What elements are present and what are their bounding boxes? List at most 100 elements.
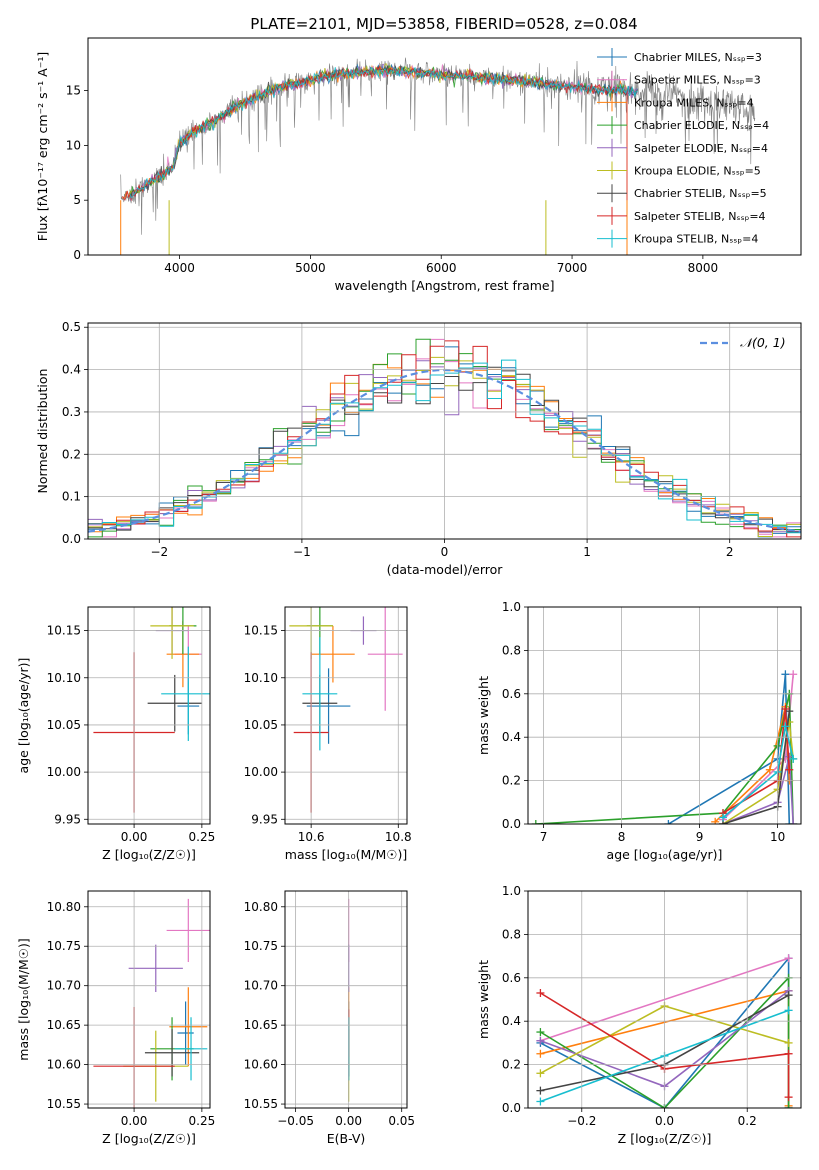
y-tick-label: 1.0 xyxy=(502,884,521,898)
errorbar-point xyxy=(150,607,194,659)
panel-mass_vs_ebv: −0.05 0.00 0.05 10.55 10.60 10.65 10.70 10.75 10… xyxy=(244,890,415,1146)
x-tick-label: 0.00 xyxy=(121,1114,148,1128)
x-tick-label: 0 xyxy=(441,545,449,559)
y-tick-label: 0.1 xyxy=(62,490,81,504)
weight-marker xyxy=(785,765,794,774)
panel-spectrum: 4000 5000 6000 7000 8000 0 5 10 15 wavelength [An… xyxy=(35,37,802,293)
x-axis-label: mass [log₁₀(M/M☉)] xyxy=(285,847,407,862)
legend-entry: Chabrier MILES, Nₛₛₚ=3 xyxy=(597,48,762,66)
legend-label: Chabrier ELODIE, Nₛₛₚ=4 xyxy=(634,119,769,132)
weight-line-chabrier_miles xyxy=(667,674,791,824)
weight-marker xyxy=(784,1093,793,1102)
axes-frame xyxy=(284,890,408,1109)
weight-marker xyxy=(784,1049,793,1058)
weight-marker xyxy=(784,1006,793,1015)
weight-line-salpeter_stelib xyxy=(539,992,790,1098)
x-tick-label: 8 xyxy=(618,830,626,844)
legend-label: Salpeter STELIB, Nₛₛₚ=4 xyxy=(634,210,766,223)
x-tick-label: 0.25 xyxy=(189,1114,216,1128)
weight-line-salpeter_elodie xyxy=(722,756,794,824)
y-tick-label: 10.15 xyxy=(47,624,81,638)
weight-marker xyxy=(536,1049,545,1058)
errorbar-point xyxy=(144,1029,200,1077)
weight-marker xyxy=(785,820,794,824)
x-tick-label: 7000 xyxy=(557,261,588,275)
errorbar-point xyxy=(302,637,338,751)
errorbar-point xyxy=(367,607,403,711)
x-axis-label: wavelength [Angstrom, rest frame] xyxy=(334,278,554,293)
plot-area-spectrum xyxy=(120,57,756,255)
y-tick-label: 0.4 xyxy=(502,730,521,744)
panel-weight_vs_Z: −0.2 0.0 0.2 0.0 0.2 0.4 0.6 0.8 1.0 Z [log₁₀(Z/Z… xyxy=(476,884,802,1146)
y-tick-label: 0.0 xyxy=(502,1101,521,1115)
weight-marker xyxy=(789,670,798,679)
y-tick-label: 10.05 xyxy=(244,718,278,732)
weight-marker xyxy=(536,1036,545,1045)
y-tick-label: 1.0 xyxy=(502,600,521,614)
y-tick-label: 9.95 xyxy=(54,812,81,826)
y-tick-label: 9.95 xyxy=(251,812,278,826)
y-tick-label: 0.0 xyxy=(502,817,521,831)
x-tick-label: −0.05 xyxy=(277,1114,314,1128)
weight-marker xyxy=(536,1069,545,1078)
y-tick-label: 0.2 xyxy=(502,1058,521,1072)
plot-area-age_vs_Z xyxy=(93,607,210,813)
legend-entry: 𝒩(0, 1) xyxy=(700,335,786,350)
weight-marker xyxy=(664,820,673,824)
weight-marker xyxy=(536,1097,545,1106)
legend-label: Kroupa MILES, Nₛₛₚ=4 xyxy=(634,96,754,109)
legend-label: Chabrier MILES, Nₛₛₚ=3 xyxy=(634,51,762,64)
y-tick-label: 10.80 xyxy=(244,900,278,914)
weight-marker xyxy=(711,817,720,824)
y-tick-label: 0 xyxy=(73,248,81,262)
weight-marker xyxy=(765,765,774,774)
legend-label: Chabrier STELIB, Nₛₛₚ=5 xyxy=(634,187,767,200)
y-tick-label: 5 xyxy=(73,193,81,207)
x-tick-label: −2 xyxy=(150,545,168,559)
x-tick-label: 0.0 xyxy=(655,1114,674,1128)
y-axis-label: Flux [fλ10⁻¹⁷ erg cm⁻² s⁻¹ A⁻¹] xyxy=(35,52,50,241)
errorbar-point xyxy=(161,646,210,741)
panel-weight_vs_age: 7 8 9 10 0.0 0.2 0.4 0.6 0.8 1.0 age [log₁₀(age/yr… xyxy=(476,600,802,862)
legend-label: Kroupa ELODIE, Nₛₛₚ=5 xyxy=(634,165,761,178)
y-tick-label: 0.3 xyxy=(62,405,81,419)
legend-label: Salpeter ELODIE, Nₛₛₚ=4 xyxy=(634,142,768,155)
legend-label: Kroupa STELIB, Nₛₛₚ=4 xyxy=(634,233,758,246)
x-axis-label: E(B-V) xyxy=(327,1131,366,1146)
y-tick-label: 0.5 xyxy=(62,320,81,334)
x-axis-label: Z [log₁₀(Z/Z☉)] xyxy=(102,847,196,862)
x-tick-label: 7 xyxy=(540,830,548,844)
y-tick-label: 10.80 xyxy=(47,900,81,914)
x-tick-label: 0.05 xyxy=(388,1114,415,1128)
y-tick-label: 10.15 xyxy=(244,624,278,638)
y-tick-label: 15 xyxy=(66,84,81,98)
weight-marker xyxy=(781,722,790,731)
y-tick-label: 10.60 xyxy=(244,1058,278,1072)
x-tick-label: 0.25 xyxy=(189,830,216,844)
weight-marker xyxy=(789,820,798,824)
errorbar-point xyxy=(128,944,183,993)
y-tick-label: 0.8 xyxy=(502,643,521,657)
x-tick-label: 8000 xyxy=(688,261,719,275)
y-tick-label: 10.00 xyxy=(47,765,81,779)
plot-area-age_vs_mass xyxy=(289,607,403,813)
x-axis-label: Z [log₁₀(Z/Z☉)] xyxy=(618,1131,712,1146)
y-tick-label: 0.2 xyxy=(502,774,521,788)
y-tick-label: 10.70 xyxy=(244,979,278,993)
y-axis-label: mass weight xyxy=(476,960,491,1039)
x-tick-label: −1 xyxy=(293,545,311,559)
x-tick-label: 5000 xyxy=(295,261,326,275)
errorbar-point xyxy=(306,668,351,744)
panel-mass_vs_Z: 0.00 0.25 10.55 10.60 10.65 10.70 10.75 10.80 Z … xyxy=(16,890,216,1146)
weight-marker xyxy=(784,1104,793,1108)
weight-marker xyxy=(781,704,790,713)
x-tick-label: 1 xyxy=(583,545,591,559)
weight-marker xyxy=(784,1038,793,1047)
weight-marker xyxy=(781,670,790,679)
y-axis-label: mass [log₁₀(M/M☉)] xyxy=(16,938,31,1060)
x-tick-label: 10 xyxy=(770,830,785,844)
errorbar-point xyxy=(147,674,202,732)
model-kroupa_stelib xyxy=(129,65,638,199)
y-tick-label: 10.70 xyxy=(47,979,81,993)
